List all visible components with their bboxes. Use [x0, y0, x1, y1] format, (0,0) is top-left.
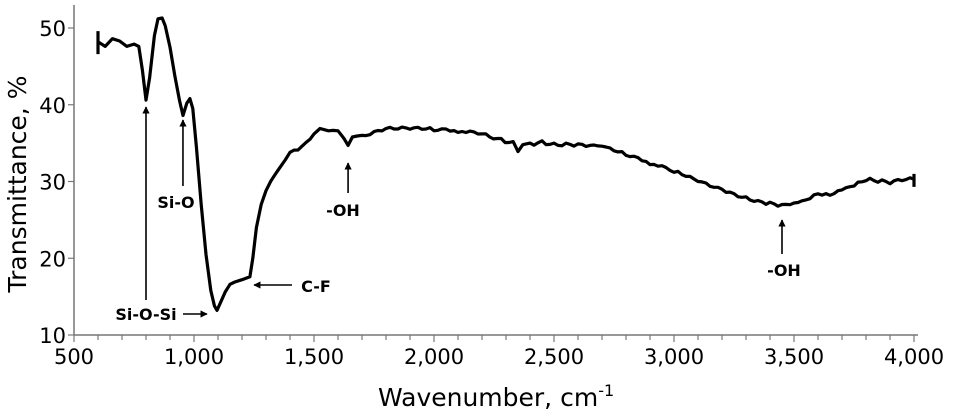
x-tick-label: 1,500 — [284, 345, 344, 369]
spectrum-line — [96, 16, 916, 312]
annotation-label: Si-O-Si — [115, 305, 176, 324]
x-tick-label: 2,500 — [524, 345, 584, 369]
x-axis-label: Wavenumber, cm-1 — [378, 381, 614, 412]
x-tick-label: 3,500 — [764, 345, 824, 369]
x-axis-label-sup: -1 — [598, 381, 614, 400]
x-axis-label-main: Wavenumber, cm — [378, 383, 598, 412]
y-tick-label: 50 — [39, 17, 66, 41]
annotation-label: Si-O — [157, 193, 194, 212]
annotation-label: C-F — [301, 277, 331, 296]
x-tick-label: 1,000 — [164, 345, 224, 369]
y-tick-label: 20 — [39, 247, 66, 271]
x-tick-label: 4,000 — [884, 345, 944, 369]
annotation-label: -OH — [326, 201, 360, 220]
x-tick-label: 2,000 — [404, 345, 464, 369]
y-tick-label: 40 — [39, 94, 66, 118]
axes: 500 1,000 1,500 2,000 2,500 3,000 3,500 4,000 10… — [39, 5, 944, 369]
y-axis-label: Transmittance, % — [3, 76, 32, 294]
annotations: Si-O-Si Si-O C-F -OH -OH — [115, 106, 801, 324]
x-tick-label: 500 — [54, 345, 94, 369]
annotation-label: -OH — [767, 261, 801, 280]
x-tick-label: 3,000 — [644, 345, 704, 369]
y-tick-label: 30 — [39, 171, 66, 195]
y-tick-label: 10 — [39, 324, 66, 348]
